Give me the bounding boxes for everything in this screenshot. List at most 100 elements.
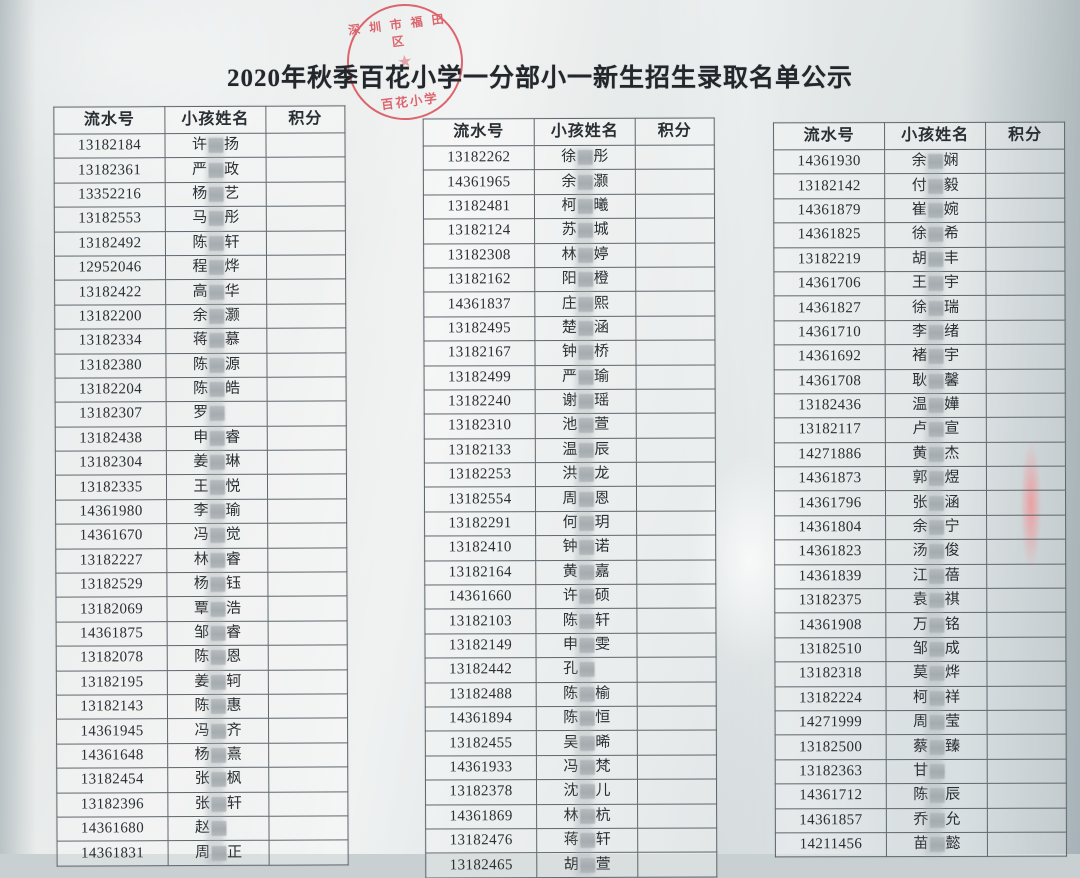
cell-serial-number: 14361869 — [426, 804, 537, 829]
name-given-last-character: 恒 — [595, 711, 610, 726]
cell-serial-number: 13182310 — [424, 414, 535, 439]
name-surname: 胡 — [912, 252, 927, 267]
redacted-name-character — [928, 227, 943, 242]
name-given-last-character: 城 — [594, 223, 609, 238]
cell-serial-number: 13182378 — [425, 780, 536, 805]
cell-child-name: 李绪 — [885, 320, 986, 345]
name-surname: 余 — [193, 309, 208, 324]
name-surname: 郭 — [912, 471, 927, 486]
cell-points — [986, 174, 1065, 199]
cell-child-name: 张枫 — [168, 767, 269, 792]
cell-points — [637, 560, 716, 585]
redacted-name-character — [928, 154, 943, 169]
name-given-last-character: 艺 — [224, 187, 239, 202]
redacted-name-character — [211, 772, 226, 787]
redacted-name-character — [928, 447, 943, 462]
name-surname: 莫 — [913, 666, 928, 681]
cell-points — [986, 247, 1065, 272]
name-given-last-character: 硕 — [595, 589, 610, 604]
redacted-name-character — [579, 638, 594, 653]
name-surname: 申 — [193, 431, 208, 446]
name-surname: 张 — [195, 772, 210, 787]
cell-serial-number: 14361857 — [775, 808, 886, 833]
redacted-name-character — [578, 345, 593, 360]
redacted-name-character — [209, 382, 224, 397]
redacted-name-character — [929, 837, 944, 852]
name-surname: 张 — [195, 797, 210, 812]
name-given-last-character: 嘉 — [595, 565, 610, 580]
name-surname: 温 — [912, 398, 927, 413]
cell-child-name: 陈辰 — [886, 783, 987, 808]
name-given-last-character: 烨 — [225, 260, 240, 275]
cell-serial-number: 14361692 — [774, 345, 885, 370]
cell-child-name: 罗 — [166, 402, 267, 427]
table-header-row: 流水号小孩姓名积分 — [423, 118, 714, 146]
column-header-serial: 流水号 — [423, 119, 534, 146]
cell-child-name: 陈皓 — [166, 377, 267, 402]
cell-points — [987, 710, 1066, 735]
name-surname: 柯 — [561, 199, 576, 214]
name-surname: 林 — [564, 809, 579, 824]
name-given-last-character: 轩 — [227, 797, 242, 812]
name-surname: 温 — [562, 443, 577, 458]
cell-points — [986, 393, 1065, 418]
cell-child-name: 马彤 — [165, 206, 266, 231]
name-surname: 付 — [912, 179, 927, 194]
redacted-name-character — [208, 138, 223, 153]
name-given-last-character: 桥 — [594, 345, 609, 360]
name-surname: 褚 — [912, 349, 927, 364]
cell-serial-number: 14361908 — [775, 613, 886, 638]
name-given-last-character: 毅 — [944, 178, 959, 193]
cell-child-name: 陈惠 — [167, 694, 268, 719]
cell-serial-number: 13182149 — [425, 633, 536, 658]
cell-points — [636, 291, 715, 316]
cell-serial-number: 13182510 — [775, 637, 886, 662]
cell-serial-number: 13182253 — [424, 463, 535, 488]
redacted-name-character — [578, 443, 593, 458]
cell-points — [267, 279, 346, 304]
cell-serial-number: 14361839 — [775, 564, 886, 589]
name-surname: 陈 — [194, 650, 209, 665]
cell-serial-number: 13182500 — [775, 735, 886, 760]
name-given-last-character: 彤 — [593, 150, 608, 165]
cell-points — [269, 767, 348, 792]
cell-points — [636, 340, 715, 365]
name-surname: 柯 — [913, 691, 928, 706]
name-given-last-character: 俊 — [945, 544, 960, 559]
name-surname: 孔 — [563, 662, 578, 677]
name-given-last-character: 铭 — [945, 618, 960, 633]
name-given-last-character: 玥 — [595, 516, 610, 531]
redacted-name-character — [929, 569, 944, 584]
name-given-last-character: 睿 — [225, 431, 240, 446]
cell-child-name: 莫烨 — [886, 662, 987, 687]
column-header-name: 小孩姓名 — [885, 122, 986, 149]
cell-child-name: 甘 — [886, 759, 987, 784]
redacted-name-character — [579, 662, 594, 677]
cell-serial-number: 13182291 — [425, 511, 536, 536]
cell-serial-number: 13182304 — [55, 451, 166, 476]
cell-serial-number: 13182308 — [424, 243, 535, 268]
table-header-row: 流水号小孩姓名积分 — [54, 106, 345, 134]
cell-serial-number: 14361670 — [56, 524, 167, 549]
redacted-name-character — [929, 544, 944, 559]
cell-child-name: 周正 — [168, 841, 269, 866]
